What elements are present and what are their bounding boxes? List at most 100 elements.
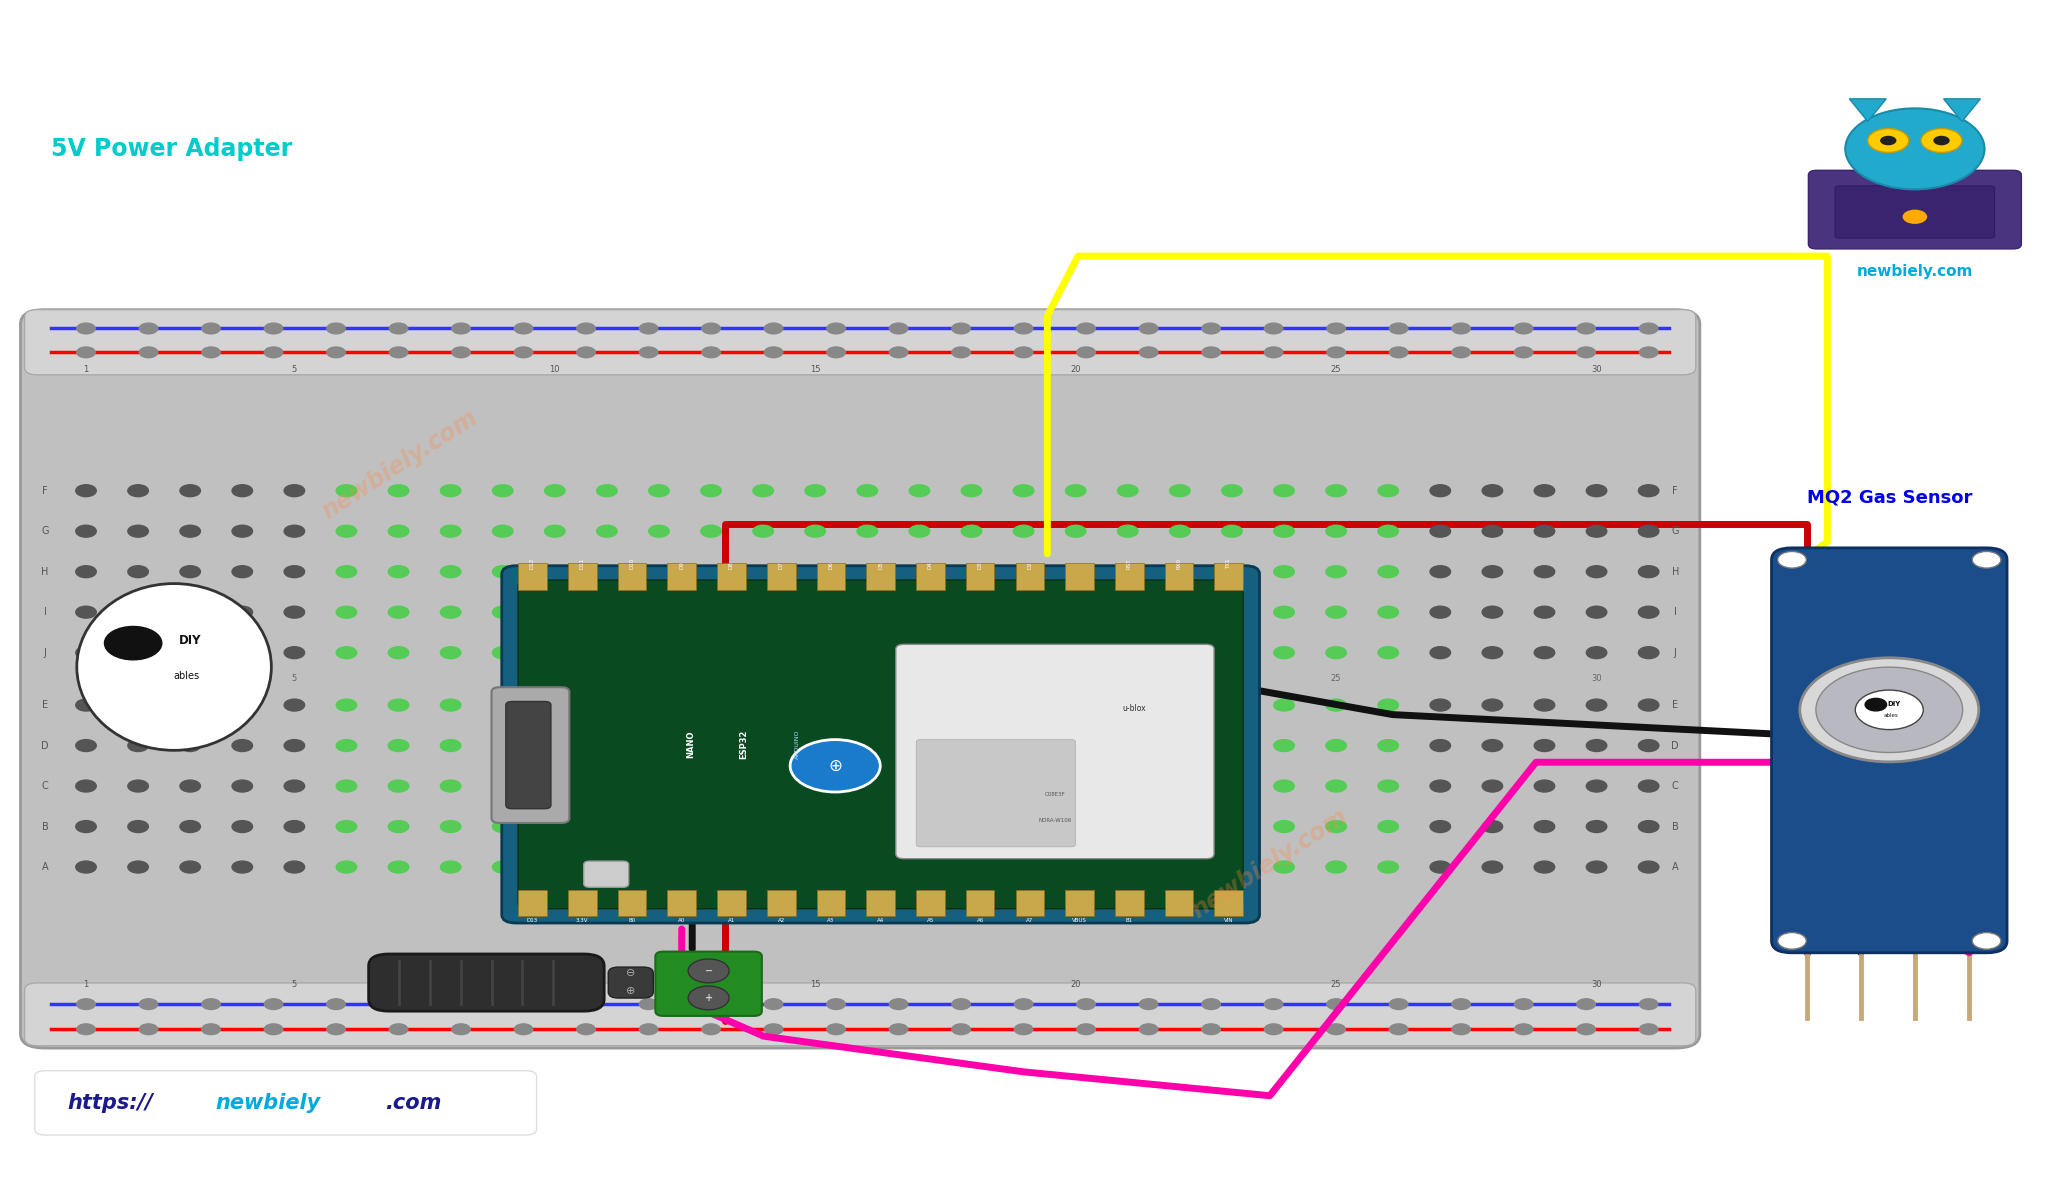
Circle shape xyxy=(1534,525,1554,537)
Circle shape xyxy=(440,780,461,792)
Circle shape xyxy=(285,821,305,833)
Circle shape xyxy=(827,347,846,357)
Circle shape xyxy=(514,323,532,333)
Circle shape xyxy=(1638,347,1657,357)
Polygon shape xyxy=(1944,99,1980,121)
Bar xyxy=(1065,890,1094,916)
Text: DIY: DIY xyxy=(1886,700,1901,706)
Circle shape xyxy=(492,647,512,659)
Text: newbiely.com: newbiely.com xyxy=(1858,264,1972,280)
Bar xyxy=(567,563,596,590)
Circle shape xyxy=(961,861,981,873)
Circle shape xyxy=(754,740,774,752)
Circle shape xyxy=(700,821,721,833)
Circle shape xyxy=(805,647,825,659)
Text: E: E xyxy=(1673,700,1677,710)
Circle shape xyxy=(389,861,410,873)
Circle shape xyxy=(1014,566,1034,578)
Circle shape xyxy=(856,525,877,537)
Circle shape xyxy=(596,647,616,659)
Circle shape xyxy=(856,485,877,497)
Circle shape xyxy=(545,606,565,618)
Bar xyxy=(567,890,596,916)
Text: −: − xyxy=(705,966,713,975)
Circle shape xyxy=(688,959,729,983)
Text: newbiely: newbiely xyxy=(215,1093,319,1112)
Circle shape xyxy=(336,525,356,537)
Circle shape xyxy=(180,566,201,578)
Circle shape xyxy=(961,647,981,659)
Circle shape xyxy=(1014,999,1032,1010)
Circle shape xyxy=(1452,1024,1470,1035)
Circle shape xyxy=(909,647,930,659)
Circle shape xyxy=(1264,1024,1282,1035)
Circle shape xyxy=(1327,1024,1346,1035)
Circle shape xyxy=(1378,606,1399,618)
Bar xyxy=(1016,563,1044,590)
Circle shape xyxy=(805,821,825,833)
Circle shape xyxy=(754,647,774,659)
Circle shape xyxy=(1202,999,1221,1010)
Circle shape xyxy=(1587,780,1608,792)
Circle shape xyxy=(1430,485,1450,497)
Circle shape xyxy=(1065,861,1085,873)
Circle shape xyxy=(827,1024,846,1035)
Text: ⊕: ⊕ xyxy=(827,756,842,775)
Bar xyxy=(1214,890,1243,916)
Text: D2: D2 xyxy=(1028,561,1032,569)
Circle shape xyxy=(1325,485,1346,497)
Circle shape xyxy=(961,821,981,833)
Polygon shape xyxy=(1849,99,1886,121)
Circle shape xyxy=(76,740,96,752)
Text: ESP32: ESP32 xyxy=(739,730,750,759)
Circle shape xyxy=(700,699,721,711)
Circle shape xyxy=(754,525,774,537)
Circle shape xyxy=(264,1024,283,1035)
Circle shape xyxy=(1534,740,1554,752)
Circle shape xyxy=(639,1024,657,1035)
Circle shape xyxy=(336,647,356,659)
Circle shape xyxy=(909,606,930,618)
Circle shape xyxy=(453,1024,471,1035)
Circle shape xyxy=(649,740,670,752)
Circle shape xyxy=(1325,647,1346,659)
Circle shape xyxy=(389,999,408,1010)
Circle shape xyxy=(545,699,565,711)
Circle shape xyxy=(1118,606,1139,618)
Bar xyxy=(1165,890,1194,916)
Circle shape xyxy=(180,525,201,537)
Circle shape xyxy=(909,740,930,752)
Circle shape xyxy=(514,347,532,357)
Circle shape xyxy=(76,525,96,537)
Circle shape xyxy=(961,699,981,711)
Text: ables: ables xyxy=(1884,712,1898,717)
Circle shape xyxy=(127,525,147,537)
Text: 15: 15 xyxy=(811,364,821,374)
Circle shape xyxy=(1817,667,1962,753)
Circle shape xyxy=(1118,485,1139,497)
Circle shape xyxy=(909,861,930,873)
Text: B0: B0 xyxy=(629,918,635,923)
Circle shape xyxy=(545,861,565,873)
Text: C: C xyxy=(41,781,49,791)
Circle shape xyxy=(76,485,96,497)
Circle shape xyxy=(545,780,565,792)
Circle shape xyxy=(1638,485,1659,497)
Circle shape xyxy=(1430,861,1450,873)
Circle shape xyxy=(1014,525,1034,537)
Circle shape xyxy=(127,485,147,497)
Text: NORA-W106: NORA-W106 xyxy=(1038,818,1071,823)
Circle shape xyxy=(1430,699,1450,711)
Circle shape xyxy=(1274,821,1294,833)
Circle shape xyxy=(856,606,877,618)
Circle shape xyxy=(1065,647,1085,659)
Circle shape xyxy=(649,821,670,833)
Circle shape xyxy=(1638,861,1659,873)
Circle shape xyxy=(1430,740,1450,752)
Bar xyxy=(1016,890,1044,916)
Circle shape xyxy=(1452,323,1470,333)
Circle shape xyxy=(1587,606,1608,618)
Text: A3: A3 xyxy=(827,918,834,923)
FancyBboxPatch shape xyxy=(25,983,1696,1046)
Circle shape xyxy=(1534,699,1554,711)
